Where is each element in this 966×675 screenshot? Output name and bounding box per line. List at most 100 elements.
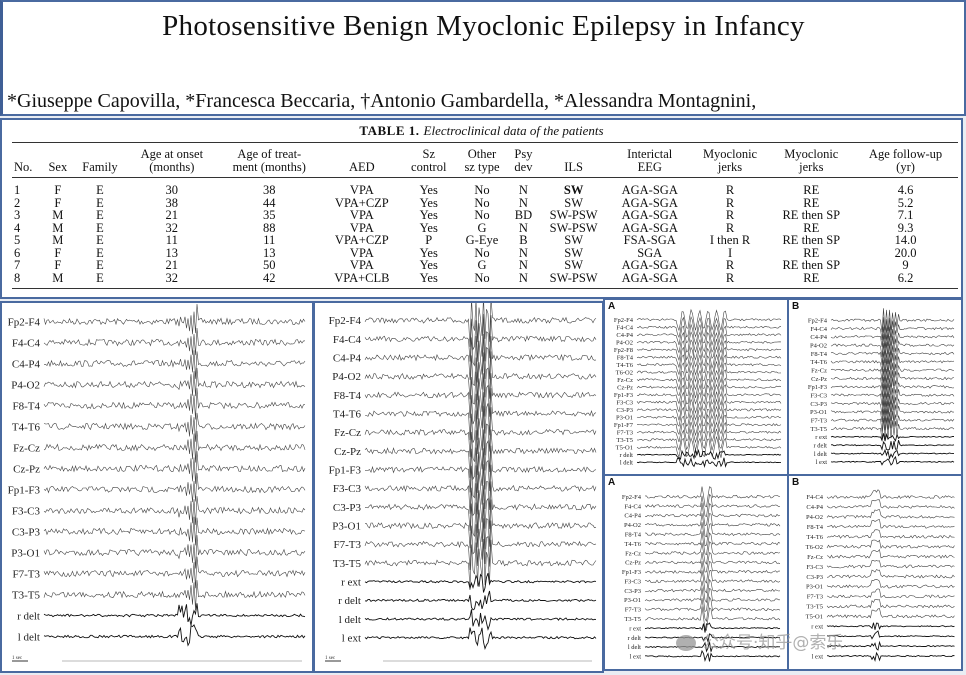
channel-label: F4-C4 xyxy=(624,503,641,510)
eeg-trace xyxy=(826,548,955,559)
eeg-trace xyxy=(637,413,782,437)
table-cell: 9.3 xyxy=(897,220,914,235)
table-cell: 44 xyxy=(263,195,276,210)
channel-label: T4-T6 xyxy=(616,362,633,369)
column-header: Age of treat-ment (months) xyxy=(217,143,322,178)
channel-label: l delt xyxy=(620,460,633,467)
table-cell: 30 xyxy=(165,183,179,197)
eeg-trace xyxy=(364,371,597,420)
table-cell: N xyxy=(518,245,528,260)
table-cell: 21 xyxy=(165,258,179,272)
table-cell: AGA-SGA xyxy=(621,195,678,210)
channel-label: l delt xyxy=(339,614,361,626)
channel-label: F3-C3 xyxy=(806,564,823,571)
title-panel: Photosensitive Benign Myoclonic Epilepsy… xyxy=(0,0,966,116)
channel-label: Fp1-F3 xyxy=(614,392,633,399)
table-cell: RE xyxy=(803,183,820,197)
eeg-trace xyxy=(364,405,597,457)
table-cell: No xyxy=(455,271,509,289)
eeg-trace xyxy=(830,342,955,365)
header-text: Sz xyxy=(422,147,436,161)
table-cell: No xyxy=(474,245,490,260)
eeg-trace xyxy=(43,303,306,335)
channel-label: P4-O2 xyxy=(11,379,40,391)
table-cell: 20.0 xyxy=(894,245,917,260)
eeg-trace xyxy=(636,376,782,398)
header-text: EEG xyxy=(637,159,662,174)
table-cell: 13 xyxy=(263,245,276,260)
eeg-trace xyxy=(826,599,955,609)
header-text: Interictal xyxy=(627,147,673,161)
channel-label: l delt xyxy=(18,631,40,643)
channel-label: Cz-Pz xyxy=(13,463,40,475)
eeg-panel-4b: B F4-C4 C4-P4 P4-O2 F8-T4 T4-T6 T6-O2 Fz-Cz F3-C… xyxy=(787,474,963,671)
header-text: ILS xyxy=(564,159,583,174)
channel-label: F3-C3 xyxy=(624,578,641,585)
channel-label: r delt xyxy=(813,442,827,449)
channel-label: F7-T3 xyxy=(617,430,633,437)
channel-label: T3-T5 xyxy=(810,426,827,433)
eeg-trace xyxy=(645,486,781,508)
channel-label: r ext xyxy=(815,434,827,441)
header-text: AED xyxy=(349,159,375,174)
eeg-trace xyxy=(43,624,306,647)
eeg-trace xyxy=(830,448,954,460)
table-cell: 38 xyxy=(165,195,179,210)
table-cell: N xyxy=(508,271,539,289)
eeg-trace xyxy=(636,448,782,460)
column-header: Age at onset (months) xyxy=(127,143,217,178)
table-cell: 11 xyxy=(165,233,178,247)
table-cell: BD xyxy=(514,208,533,222)
channel-label: F3-C3 xyxy=(12,505,41,517)
eeg-trace xyxy=(644,502,781,527)
header-text: Other xyxy=(467,147,497,161)
table-title: Electroclinical data of the patients xyxy=(423,123,604,138)
channel-label: r delt xyxy=(338,595,361,607)
channel-label: F8-T4 xyxy=(334,390,362,402)
table-cell: M xyxy=(52,233,64,247)
channel-label: l ext xyxy=(812,653,824,660)
table-row: 5 M E 11 11 VPA+CZP P G-Eye B SW FSA-SGA I then R RE… xyxy=(12,234,958,247)
channel-label: F8-T4 xyxy=(617,355,634,362)
channel-label: Fz-Cz xyxy=(625,550,641,557)
channel-label: Fz-Cz xyxy=(334,427,361,439)
table-cell: 35 xyxy=(263,208,276,222)
table-cell: G xyxy=(477,258,487,272)
table-cell: SW xyxy=(563,183,584,197)
eeg-trace xyxy=(365,499,597,550)
table-cell: AGA-SGA xyxy=(608,271,691,289)
table-cell: Yes xyxy=(419,195,438,210)
channel-label: F4-C4 xyxy=(333,334,362,346)
header-text: Age at onset xyxy=(140,147,204,161)
header-text: Family xyxy=(82,159,118,174)
channel-label: Fp2-F4 xyxy=(329,315,362,327)
table-cell: VPA xyxy=(349,183,374,197)
channel-label: Fp2-F4 xyxy=(808,317,828,324)
column-header: Interictal EEG xyxy=(609,143,691,178)
channel-label: Cz-Pz xyxy=(625,560,641,567)
table-cell: 32 xyxy=(126,271,217,289)
table-cell: 50 xyxy=(263,258,276,272)
channel-label: r ext xyxy=(629,625,641,632)
eeg-trace xyxy=(830,393,955,415)
header-text: Sex xyxy=(48,159,68,174)
channel-label: F7-T3 xyxy=(13,568,41,580)
channel-label: Fp2-F4 xyxy=(622,494,642,501)
eeg-trace xyxy=(830,383,955,407)
eeg-trace xyxy=(644,641,780,653)
table-cell: F xyxy=(54,258,62,272)
table-cell: VPA xyxy=(349,208,374,222)
eeg-trace xyxy=(644,561,781,584)
channel-label: P4-O2 xyxy=(624,522,641,529)
header-text: Age of treat- xyxy=(237,147,302,161)
table-cell: VPA xyxy=(349,220,374,235)
eeg-trace xyxy=(826,640,955,651)
table-cell: SW xyxy=(564,245,583,260)
eeg-trace xyxy=(43,496,306,525)
table-cell: RE xyxy=(769,271,854,289)
table-cell: 7.1 xyxy=(897,208,914,222)
eeg-trace xyxy=(830,376,955,398)
slide-title: Photosensitive Benign Myoclonic Epilepsy… xyxy=(162,10,805,42)
channel-label: F7-T3 xyxy=(625,607,641,614)
eeg-trace xyxy=(636,323,782,347)
